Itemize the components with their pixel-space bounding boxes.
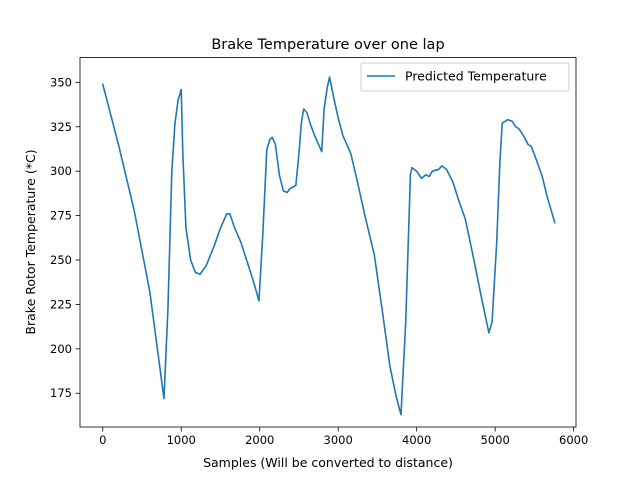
y-tick-label: 225: [50, 297, 72, 311]
x-tick-label: 4000: [402, 433, 431, 447]
y-tick-label: 350: [50, 75, 72, 89]
x-tick-label: 0: [99, 433, 106, 447]
x-axis-label: Samples (Will be converted to distance): [203, 455, 453, 470]
y-tick-label: 275: [50, 209, 72, 223]
y-tick-label: 300: [50, 164, 72, 178]
y-axis-label: Brake Rotor Temperature (*C): [23, 149, 38, 334]
legend-label: Predicted Temperature: [405, 69, 547, 84]
y-tick-label: 325: [50, 120, 72, 134]
x-tick-label: 5000: [481, 433, 510, 447]
y-tick-label: 200: [50, 342, 72, 356]
y-tick-label: 175: [50, 386, 72, 400]
plot-layer: [101, 76, 556, 416]
y-tick-layer: 175 200 225 250 275 300 325 350: [50, 75, 80, 400]
plot-area-frame: [79, 57, 577, 428]
x-tick-label: 2000: [245, 433, 274, 447]
legend-box: [360, 62, 570, 92]
chart-title: Brake Temperature over one lap: [211, 37, 444, 53]
x-tick-label: 3000: [324, 433, 353, 447]
series-line-0: [101, 76, 556, 416]
x-tick-label: 1000: [167, 433, 196, 447]
x-tick-label: 6000: [559, 433, 588, 447]
x-tick-layer: 0 1000 2000 3000 4000 5000 6000: [99, 427, 588, 447]
legend: Predicted Temperature: [360, 62, 570, 92]
y-tick-label: 250: [50, 253, 72, 267]
